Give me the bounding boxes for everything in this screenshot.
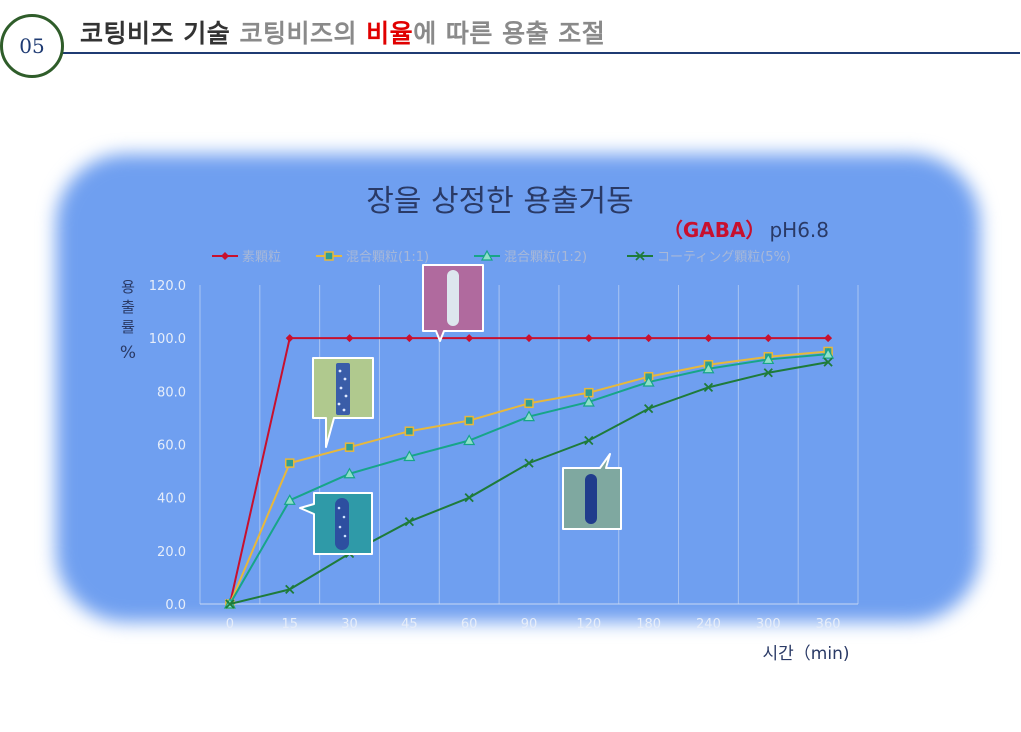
marker-x [643,403,654,414]
marker-diamond [764,334,773,343]
y-axis-label: 용출률% [120,278,136,363]
legend-item: 混合顆粒(1:2) [474,249,587,265]
callout-plain-bead-image [422,264,484,342]
marker-square [524,398,534,409]
marker-x [225,599,235,609]
slide-number: 05 [19,34,45,58]
marker-x [584,435,594,446]
callout-mixed-1-2-image [299,492,373,555]
marker-triangle [463,434,476,446]
callout-coated-image [562,453,622,530]
y-tick-label: 20.0 [157,545,186,560]
legend-item: コーティング顆粒(5%) [627,250,791,265]
y-tick-label: 60.0 [157,439,186,454]
y-axis-label-char: 률 [121,318,135,336]
legend-label: コーティング顆粒(5%) [657,250,791,265]
marker-triangle [403,450,416,462]
y-axis-label-char: 용 [121,278,135,296]
y-tick-label: 40.0 [157,492,186,507]
x-tick-label: 45 [401,617,418,632]
marker-diamond [525,334,533,343]
marker-diamond [465,334,474,343]
marker-x [285,584,295,595]
subtitle-rest: pH6.8 [769,218,829,242]
y-axis-label-char: 출 [121,298,135,316]
x-tick-label: 180 [636,617,661,632]
marker-triangle [582,395,595,407]
axis-ticks: 0.0 20.0 40.0 60.0 80.0 100.0 120.0 0 15 30 45 60 90… [149,279,841,632]
marker-diamond [345,334,354,343]
x-tick-label: 15 [281,617,298,632]
marker-triangle [522,410,536,422]
legend-label: 素顆粒 [242,250,281,265]
legend-item: 素顆粒 [212,250,281,265]
marker-diamond [584,334,593,343]
chart-title: 장을 상정한 용출거동 [366,184,633,219]
marker-square [284,458,295,468]
x-tick-label: 120 [576,617,601,632]
marker-triangle [480,249,494,261]
marker-x [524,458,534,468]
x-axis-label: 시간（min) [763,644,850,664]
marker-triangle [343,467,356,479]
marker-diamond [285,334,294,343]
marker-x [635,251,645,261]
y-tick-label: 0.0 [165,598,186,613]
marker-square [404,426,415,436]
bead-image-icon [585,474,597,524]
legend-label: 混合顆粒(1:2) [504,250,587,265]
bead-image-icon [447,270,459,326]
page-title: 코팅비즈 기술 코팅비즈의 비율에 따른 용출 조절 [80,14,605,50]
marker-x [404,516,415,527]
y-tick-label: 80.0 [157,385,186,400]
callout-mixed-1-1-image [312,357,374,448]
y-tick-label: 100.0 [149,332,186,347]
marker-diamond [824,334,833,343]
marker-diamond [221,252,229,260]
marker-square [584,387,594,398]
chart-background-panel [56,154,980,622]
x-tick-label: 300 [756,617,781,632]
bead-image-icon [336,363,350,415]
marker-x [464,493,474,503]
x-tick-label: 240 [696,617,721,632]
header-divider [62,52,1020,54]
title-part-3: 비율 [366,19,414,48]
marker-x [703,382,714,392]
marker-diamond [405,334,414,343]
title-part-2: 코팅비즈의 [239,19,357,48]
x-tick-label: 360 [816,617,841,632]
x-tick-label: 0 [226,617,234,632]
legend-label: 混合顆粒(1:1) [346,250,429,265]
marker-triangle [762,353,775,365]
x-tick-label: 30 [341,617,358,632]
marker-diamond [704,334,713,343]
bead-image-icon [335,498,349,550]
y-tick-label: 120.0 [149,279,186,294]
marker-square [464,415,474,426]
marker-triangle [283,494,296,505]
marker-x [763,368,773,378]
marker-square [344,442,355,452]
y-axis-unit: % [120,343,136,363]
marker-triangle [642,375,655,387]
legend-item: 混合顆粒(1:1) [316,250,429,265]
marker-diamond [644,334,653,343]
marker-triangle [822,347,835,359]
x-tick-label: 90 [521,617,538,632]
marker-triangle [702,362,715,374]
slide-number-badge: 05 [0,14,64,78]
series-layer [223,334,835,609]
x-tick-label: 60 [461,617,478,632]
chart-subtitle: （GABA） pH6.8 [663,218,829,242]
marker-x [823,357,833,367]
title-part-4: 에 따른 용출 조절 [413,19,606,48]
legend: 素顆粒 混合顆粒(1:1) 混合顆粒(1:2) コーティング顆粒(5%) [212,249,791,265]
subtitle-red: （GABA） [663,218,766,242]
title-part-1: 코팅비즈 기술 [80,19,231,48]
marker-square [324,251,334,261]
